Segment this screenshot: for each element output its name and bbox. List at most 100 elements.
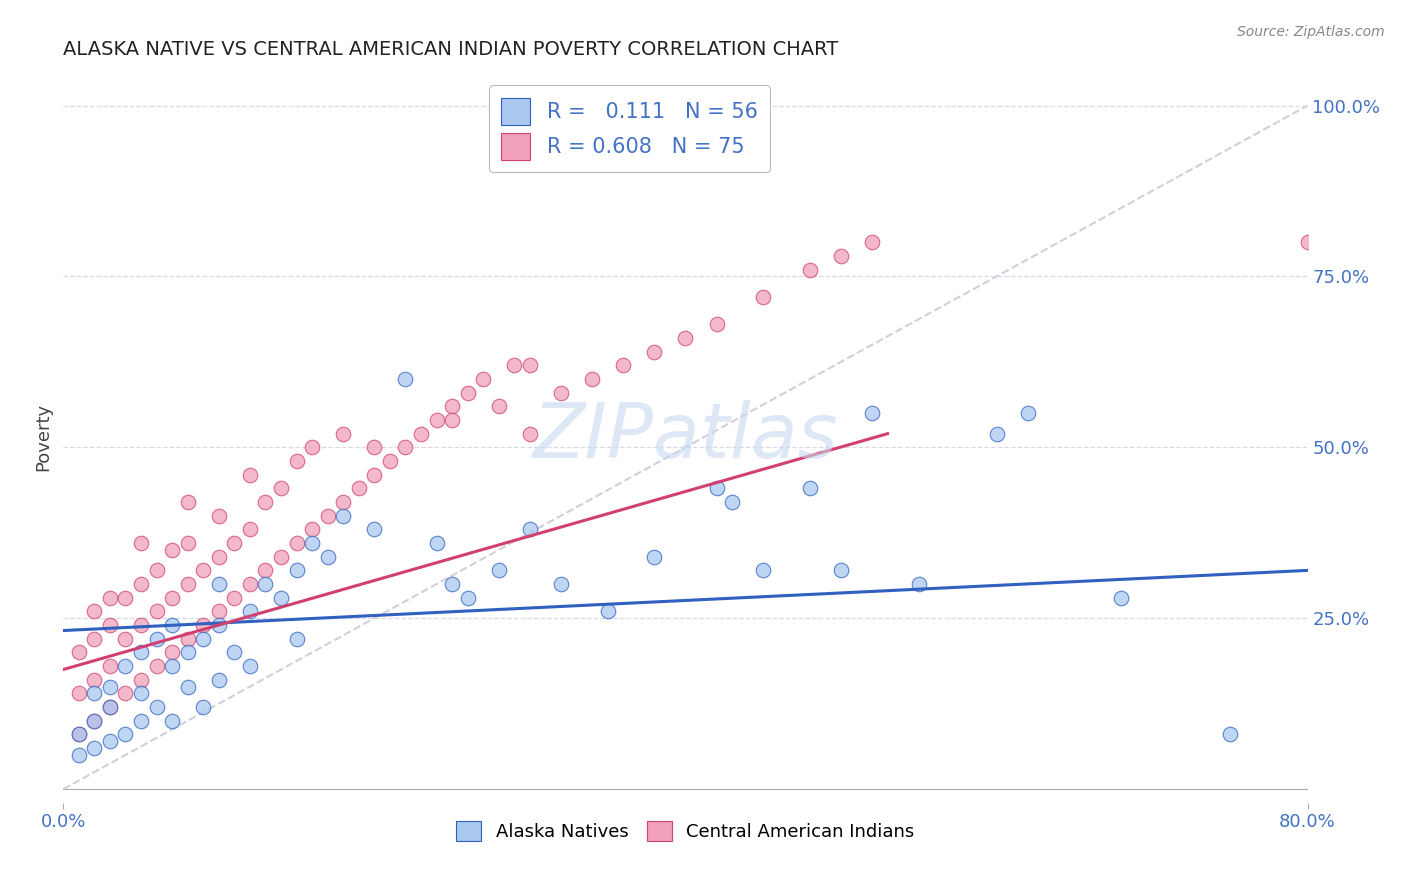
Point — [596, 604, 619, 618]
Point — [193, 618, 215, 632]
Point — [378, 454, 401, 468]
Point — [519, 426, 541, 441]
Point — [160, 659, 183, 673]
Point — [332, 426, 354, 441]
Point — [1219, 727, 1241, 741]
Point — [177, 577, 200, 591]
Text: Source: ZipAtlas.com: Source: ZipAtlas.com — [1237, 25, 1385, 39]
Point — [285, 454, 308, 468]
Point — [177, 536, 200, 550]
Point — [145, 604, 167, 618]
Point — [83, 673, 105, 687]
Point — [160, 645, 183, 659]
Point — [752, 290, 775, 304]
Point — [860, 406, 883, 420]
Text: ALASKA NATIVE VS CENTRAL AMERICAN INDIAN POVERTY CORRELATION CHART: ALASKA NATIVE VS CENTRAL AMERICAN INDIAN… — [63, 39, 838, 59]
Point — [98, 591, 121, 605]
Point — [129, 686, 152, 700]
Point — [270, 481, 292, 495]
Point — [363, 440, 385, 454]
Point — [160, 714, 183, 728]
Point — [67, 645, 90, 659]
Point — [488, 400, 510, 414]
Point — [581, 372, 603, 386]
Point — [270, 549, 292, 564]
Point — [98, 659, 121, 673]
Point — [145, 700, 167, 714]
Point — [503, 359, 526, 373]
Point — [675, 331, 697, 345]
Point — [239, 577, 262, 591]
Point — [706, 318, 728, 332]
Point — [301, 522, 323, 536]
Point — [145, 659, 167, 673]
Point — [193, 700, 215, 714]
Point — [799, 481, 821, 495]
Point — [519, 522, 541, 536]
Point — [129, 536, 152, 550]
Point — [98, 700, 121, 714]
Point — [830, 563, 852, 577]
Point — [830, 249, 852, 263]
Point — [488, 563, 510, 577]
Point — [301, 440, 323, 454]
Point — [208, 604, 231, 618]
Point — [316, 508, 339, 523]
Point — [347, 481, 370, 495]
Point — [239, 604, 262, 618]
Point — [472, 372, 495, 386]
Point — [239, 659, 262, 673]
Point — [67, 727, 90, 741]
Point — [208, 673, 231, 687]
Point — [160, 591, 183, 605]
Y-axis label: Poverty: Poverty — [34, 403, 52, 471]
Point — [363, 467, 385, 482]
Point — [129, 577, 152, 591]
Point — [363, 522, 385, 536]
Point — [193, 632, 215, 646]
Point — [254, 563, 277, 577]
Point — [129, 714, 152, 728]
Point — [643, 549, 665, 564]
Point — [114, 659, 136, 673]
Point — [114, 632, 136, 646]
Point — [83, 714, 105, 728]
Point — [67, 727, 90, 741]
Point — [860, 235, 883, 250]
Point — [83, 686, 105, 700]
Point — [706, 481, 728, 495]
Point — [98, 680, 121, 694]
Point — [208, 618, 231, 632]
Point — [114, 727, 136, 741]
Point — [208, 508, 231, 523]
Point — [441, 400, 464, 414]
Point — [208, 549, 231, 564]
Point — [316, 549, 339, 564]
Point — [799, 262, 821, 277]
Point — [394, 440, 416, 454]
Point — [83, 604, 105, 618]
Point — [129, 618, 152, 632]
Point — [1017, 406, 1039, 420]
Point — [239, 467, 262, 482]
Point — [224, 645, 246, 659]
Point — [254, 577, 277, 591]
Point — [441, 577, 464, 591]
Point — [114, 591, 136, 605]
Point — [193, 563, 215, 577]
Point — [239, 522, 262, 536]
Point — [83, 741, 105, 756]
Point — [550, 385, 572, 400]
Point — [1109, 591, 1132, 605]
Point — [426, 536, 449, 550]
Point — [270, 591, 292, 605]
Point — [177, 645, 200, 659]
Point — [129, 673, 152, 687]
Point — [129, 645, 152, 659]
Point — [177, 495, 200, 509]
Point — [83, 632, 105, 646]
Point — [98, 618, 121, 632]
Text: ZIPatlas: ZIPatlas — [533, 401, 838, 474]
Point — [145, 563, 167, 577]
Point — [98, 700, 121, 714]
